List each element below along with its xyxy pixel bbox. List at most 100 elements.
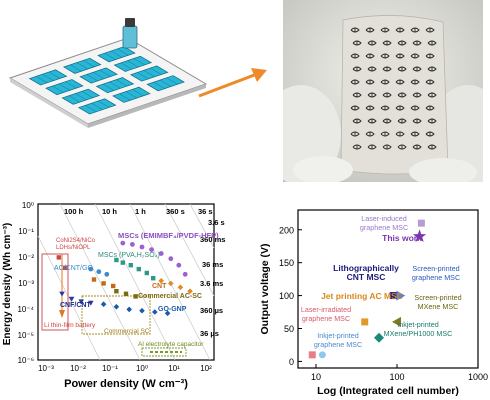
msc-finger (117, 48, 129, 56)
ragone-x-label: Power density (W cm⁻³) (64, 378, 188, 390)
printed-cell (350, 105, 360, 111)
printed-cell (410, 79, 420, 85)
ragone-point (104, 271, 110, 277)
voltage-x-tick: 1000 (468, 372, 488, 382)
ragone-y-tick: 10⁻⁴ (17, 305, 34, 314)
printed-cell (352, 118, 362, 124)
voltage-annotation: Inkjet-printed graphene MSC (314, 331, 362, 349)
msc-finger (68, 95, 80, 103)
voltage-annotation: Inkjet-printed MXene/PH1000 MSC (384, 320, 453, 338)
ragone-y-tick: 10⁰ (22, 201, 34, 210)
printed-cell (410, 27, 420, 33)
voltage-point (308, 351, 316, 359)
msc-finger (125, 91, 137, 99)
voltage-annotation: This work (382, 233, 422, 243)
voltage-annotation-line: CNT MSC (347, 272, 386, 282)
ragone-point (130, 242, 135, 247)
printed-cell (397, 118, 407, 124)
msc-finger (102, 83, 115, 91)
voltage-annotation: Laser-induced graphene MSC (360, 214, 408, 232)
printed-cell (365, 53, 375, 59)
voltage-annotation-line: graphene MSC (360, 223, 408, 232)
voltage-annotation-line: graphene MSC (302, 314, 350, 323)
ragone-label-coni-2: LDHs/NiOPL (56, 245, 91, 251)
ragone-label-commercial-ac: Commercial AC-SC (138, 293, 202, 300)
ragone-label-al: Al electrolyte capacitor (138, 341, 204, 348)
ragone-x-tick: 10⁰ (136, 364, 148, 373)
msc-finger (153, 82, 165, 89)
voltage-annotation-line: Laser-irradiated (301, 305, 351, 314)
voltage-point (412, 229, 427, 242)
ragone-time-label: 3.6 ms (200, 279, 223, 288)
ragone-label-cnt: CNT (152, 283, 167, 290)
voltage-y-label: Output voltage (V) (259, 244, 271, 335)
msc-finger (81, 91, 93, 98)
voltage-y-tick: 200 (279, 225, 294, 235)
printed-cell (367, 118, 377, 124)
voltage-annotation-line: Lithographically (333, 263, 399, 273)
msc-finger (120, 62, 132, 70)
printed-cell (382, 144, 392, 150)
ragone-point (91, 277, 97, 282)
ragone-point (152, 309, 158, 315)
ragone-time-label: 100 h (64, 207, 84, 216)
printed-cell (412, 66, 422, 72)
printed-cell (412, 144, 422, 150)
msc-finger (75, 93, 87, 101)
ragone-point (59, 291, 65, 297)
voltage-annotation-line: Inkjet-printed (397, 320, 439, 329)
printed-cell (380, 105, 390, 111)
ragone-point (114, 289, 119, 294)
printed-cell (395, 27, 405, 33)
msc-finger (35, 76, 48, 84)
ragone-time-label: 360 ms (200, 235, 225, 244)
voltage-x-ticks: 10 100 1000 (311, 364, 488, 382)
msc-finger (160, 79, 172, 87)
ragone-point (56, 255, 61, 260)
ragone-point (136, 266, 141, 272)
printed-cell (380, 53, 390, 59)
ragone-x-tick: 10⁻³ (38, 364, 54, 373)
printed-cell (425, 27, 435, 33)
printed-cell (427, 40, 437, 46)
printed-cell (380, 131, 390, 137)
msc-array-schematic (8, 18, 208, 128)
ragone-x-ticks: 10⁻³ 10⁻² 10⁻¹ 10⁰ 10¹ 10² (38, 364, 212, 373)
ragone-y-ticks: 10⁰ 10⁻¹ 10⁻² 10⁻³ 10⁻⁴ 10⁻⁵ 10⁻⁶ (17, 201, 34, 365)
ragone-time-label: 36 ms (202, 260, 223, 269)
ragone-point (149, 247, 155, 252)
printed-cell (427, 92, 437, 98)
ragone-label-pva: MSCs (PVA,H₂SO₄) (98, 252, 160, 259)
printed-cell (352, 66, 362, 72)
msc-finger (91, 103, 103, 110)
ragone-x-tick: 10² (200, 364, 212, 373)
ragone-time-label: 10 h (102, 207, 117, 216)
msc-finger (132, 89, 144, 96)
printed-cell (367, 92, 377, 98)
process-arrow-icon (198, 68, 267, 98)
voltage-point (391, 316, 401, 327)
ragone-time-label: 36 s (198, 207, 213, 216)
printed-cell (367, 66, 377, 72)
printed-cell (410, 105, 420, 111)
voltage-x-tick: 10 (311, 372, 321, 382)
msc-finger (65, 81, 77, 89)
ragone-point (114, 257, 119, 263)
printed-cell (365, 105, 375, 111)
voltage-annotation-line: Laser-induced (361, 214, 407, 223)
msc-finger (166, 77, 178, 85)
voltage-point (361, 318, 369, 326)
ragone-point (120, 260, 125, 265)
ragone-point (88, 266, 94, 272)
ragone-point (139, 244, 145, 250)
ragone-time-label: 360 s (166, 207, 185, 216)
ragone-time-label: 36 µs (200, 329, 219, 338)
ragone-label-cnfcnt: CNF/CNT (60, 302, 91, 309)
ragone-point (96, 269, 102, 275)
printed-cell (425, 53, 435, 59)
msc-finger (58, 83, 70, 91)
ragone-point (88, 300, 94, 306)
printed-cell (427, 144, 437, 150)
ragone-y-label: Energy density (Wh cm⁻³) (2, 223, 13, 346)
msc-finger (83, 60, 95, 68)
